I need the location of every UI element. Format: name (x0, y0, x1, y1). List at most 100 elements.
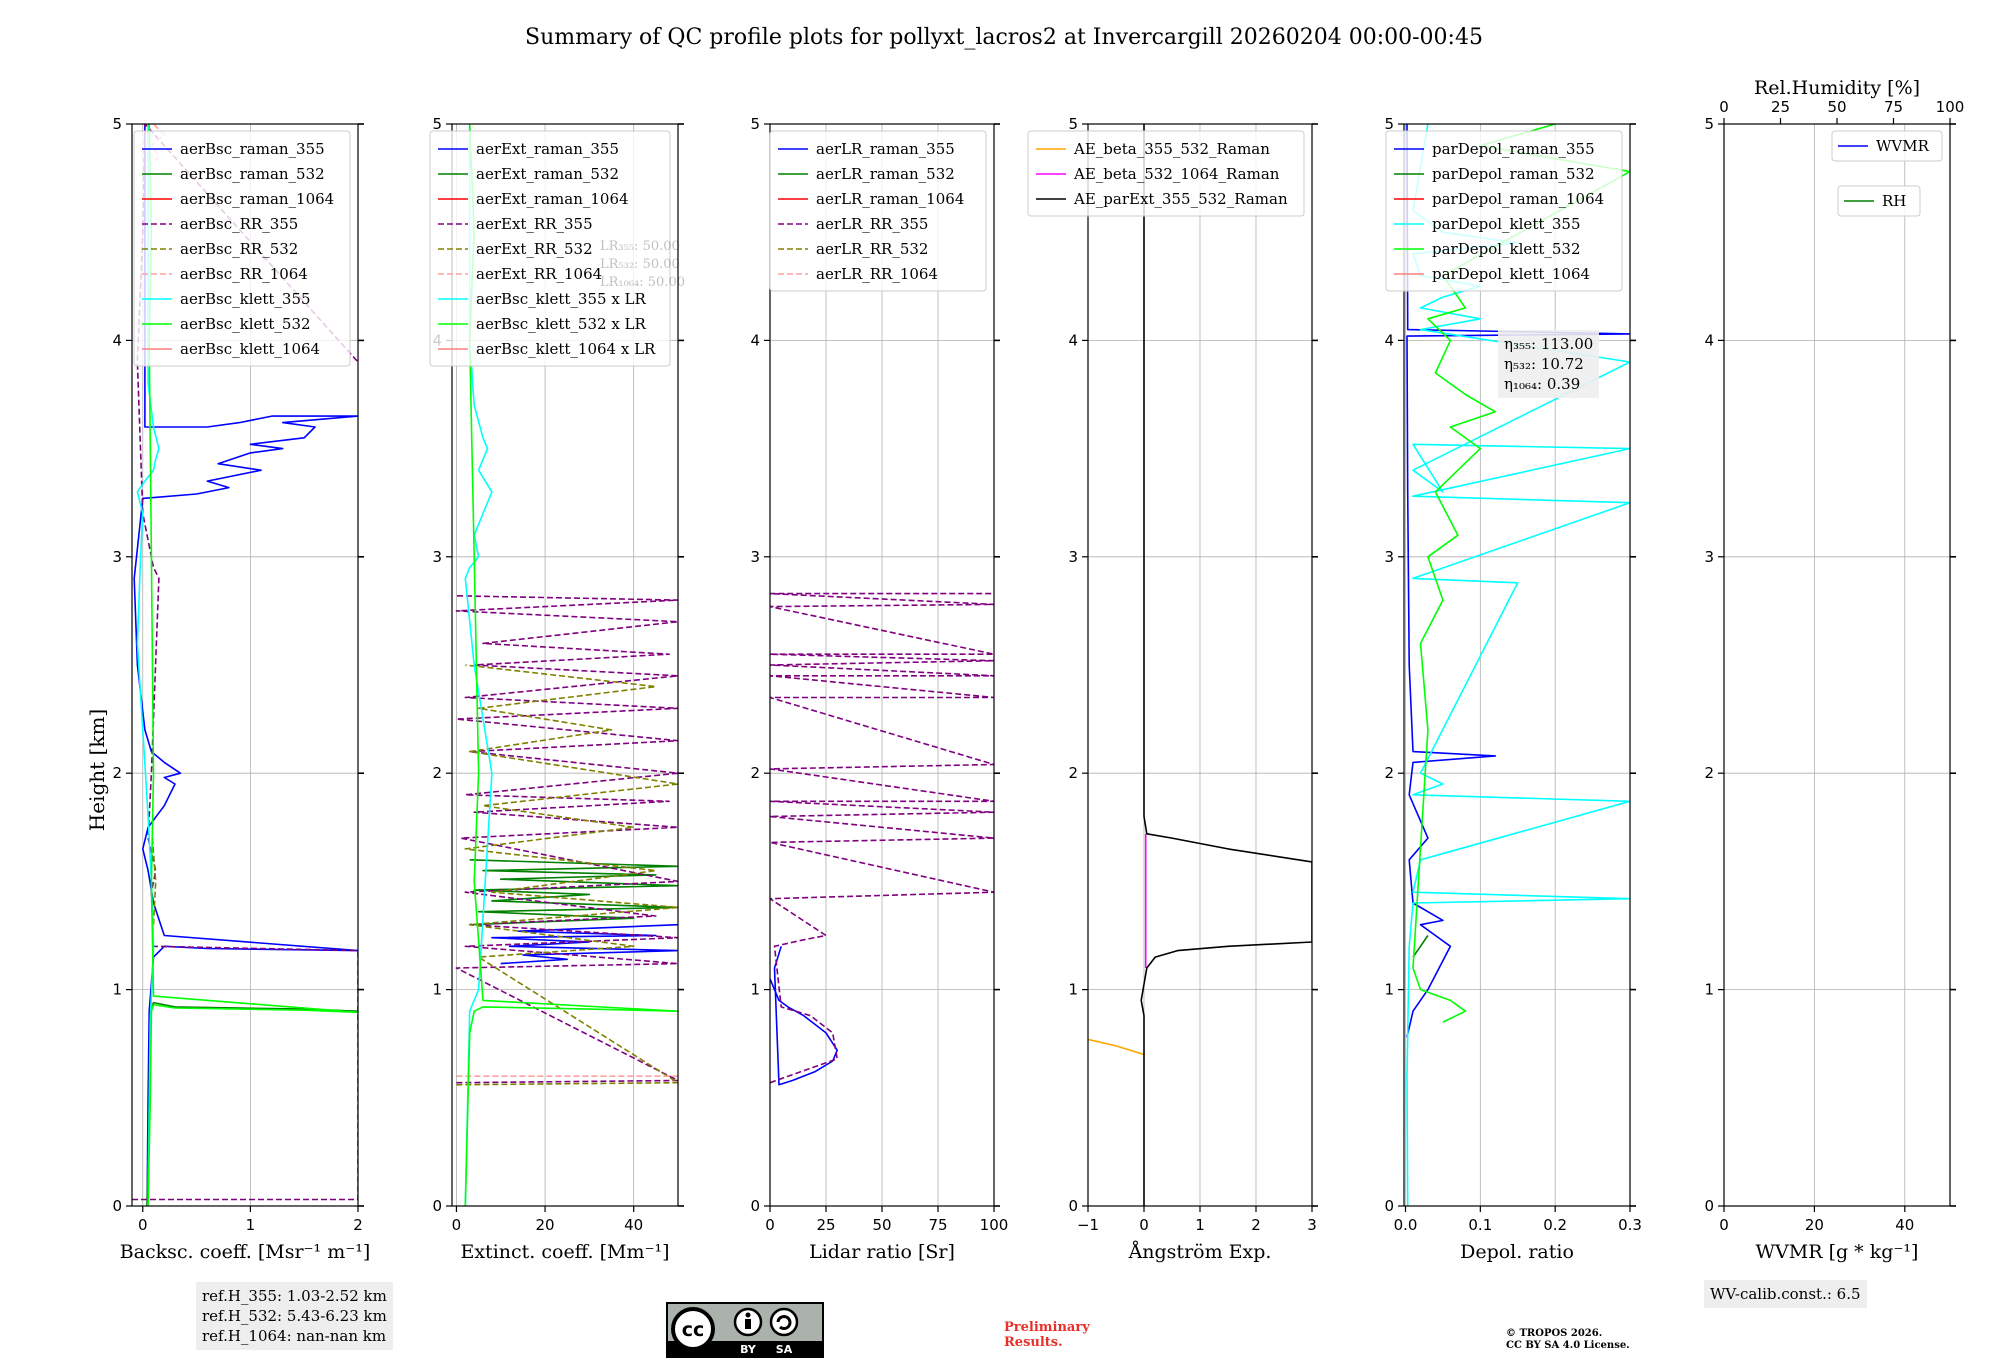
legend-label: parDepol_klett_1064 (1432, 265, 1590, 283)
y-tick-label: 1 (1704, 981, 1714, 999)
y-tick-label: 1 (750, 981, 760, 999)
cc-icon (671, 1307, 715, 1351)
y-tick-label: 3 (1068, 548, 1078, 566)
x-axis-label: Lidar ratio [Sr] (809, 1241, 955, 1263)
lr-annotation: LR₁₀₆₄: 50.00 (600, 275, 685, 290)
x-tick-label: 0 (138, 1216, 148, 1234)
legend-label: aerBsc_RR_532 (180, 240, 298, 258)
x-tick-label: 1 (246, 1216, 256, 1234)
x-tick-label: 0.1 (1468, 1216, 1492, 1234)
y-tick-label: 5 (1704, 115, 1714, 133)
x-tick-label: 20 (536, 1216, 555, 1234)
legend-box (429, 130, 671, 367)
x-tick-label: 40 (624, 1216, 643, 1234)
preliminary-line-1: Preliminary (1004, 1320, 1090, 1335)
series-aerExt_RR_532 (456, 664, 678, 1086)
legend-label: aerExt_RR_355 (476, 215, 593, 233)
series-aerBsc_klett_532 (147, 124, 358, 1206)
series-AE_parExt_355_532_Raman (1140, 124, 1312, 1206)
y-tick-label: 3 (1384, 548, 1394, 566)
y-tick-label: 4 (1704, 331, 1714, 349)
ref-height-355: ref.H_355: 1.03-2.52 km (202, 1287, 387, 1305)
axes-frame (1403, 123, 1631, 1207)
y-tick-label: 1 (432, 981, 442, 999)
copyright-line-2: CC BY SA 4.0 License. (1506, 1340, 1630, 1351)
sa-icon (769, 1307, 799, 1337)
x-tick-label: 0 (452, 1216, 462, 1234)
y-tick-label: 2 (1068, 764, 1078, 782)
top-x-tick-label: 25 (1771, 98, 1790, 116)
x-axis-label: Depol. ratio (1460, 1241, 1574, 1263)
copyright-line-1: © TROPOS 2026. (1506, 1328, 1603, 1339)
legend-box (1027, 130, 1305, 217)
copyright-note: © TROPOS 2026. CC BY SA 4.0 License. (1506, 1328, 1630, 1352)
y-tick-label: 1 (1068, 981, 1078, 999)
legend-label: parDepol_raman_1064 (1432, 190, 1604, 208)
preliminary-line-2: Results. (1004, 1335, 1063, 1350)
legend-label: aerBsc_RR_1064 (180, 265, 308, 283)
legend-label: aerBsc_klett_1064 x LR (476, 340, 656, 358)
legend-label: aerExt_RR_1064 (476, 265, 602, 283)
legend-label: aerLR_RR_355 (816, 215, 928, 233)
panel-ext: 02040012345Extinct. coeff. [Mm⁻¹]aerExt_… (429, 115, 685, 1263)
sa-label: SA (776, 1343, 793, 1356)
preliminary-results-note: Preliminary Results. (1004, 1320, 1090, 1350)
series-parDepol_raman_355 (1406, 124, 1630, 1038)
y-tick-label: 1 (1384, 981, 1394, 999)
top-x-tick-label: 50 (1827, 98, 1846, 116)
legend-box (1385, 130, 1623, 292)
x-tick-label: 0 (765, 1216, 775, 1234)
legend-box (769, 130, 987, 292)
legend-label: AE_beta_355_532_Raman (1073, 140, 1270, 158)
legend-label: parDepol_raman_532 (1432, 165, 1595, 183)
y-tick-label: 0 (750, 1197, 760, 1215)
x-tick-label: 40 (1895, 1216, 1914, 1234)
x-tick-label: 75 (928, 1216, 947, 1234)
series-parDepol_klett_532 (1412, 124, 1630, 1023)
series-parDepol_raman_532 (1412, 935, 1429, 958)
legend-label: aerLR_RR_1064 (816, 265, 938, 283)
figure-title: Summary of QC profile plots for pollyxt_… (525, 25, 1483, 50)
legend-label: AE_parExt_355_532_Raman (1073, 190, 1288, 208)
axes-frame (451, 123, 679, 1207)
legend-label: aerBsc_raman_532 (180, 165, 325, 183)
y-tick-label: 0 (1704, 1197, 1714, 1215)
wv-calib-box: WV-calib.const.: 6.5 (1704, 1280, 1867, 1308)
x-tick-label: 0 (1139, 1216, 1149, 1234)
x-tick-label: 20 (1805, 1216, 1824, 1234)
y-tick-label: 0 (1384, 1197, 1394, 1215)
x-axis-label: Ångström Exp. (1128, 1241, 1272, 1263)
y-tick-label: 3 (432, 548, 442, 566)
series-aerExt_raman_355 (491, 923, 678, 965)
x-tick-label: −1 (1077, 1216, 1099, 1234)
legend-label: aerExt_raman_1064 (476, 190, 629, 208)
legend-label: parDepol_klett_532 (1432, 240, 1581, 258)
legend-label: aerExt_RR_532 (476, 240, 593, 258)
x-tick-label: 2 (1251, 1216, 1261, 1234)
x-tick-label: 25 (816, 1216, 835, 1234)
series-aerExt_RR_355 (455, 595, 678, 1084)
eta-355: η₃₅₅: 113.00 (1504, 335, 1594, 353)
eta-box: η₃₅₅: 113.00 η₅₃₂: 10.72 η₁₀₆₄: 0.39 (1498, 330, 1600, 398)
series-group (1088, 124, 1312, 1206)
top-x-tick-label: 75 (1884, 98, 1903, 116)
y-tick-label: 1 (112, 981, 122, 999)
y-tick-label: 2 (112, 764, 122, 782)
legend-label: aerLR_raman_532 (816, 165, 955, 183)
y-tick-label: 2 (750, 764, 760, 782)
x-tick-label: 100 (980, 1216, 1009, 1234)
legend-label: aerBsc_klett_355 x LR (476, 290, 647, 308)
legend-label: parDepol_klett_355 (1432, 215, 1581, 233)
x-axis-label: Backsc. coeff. [Msr⁻¹ m⁻¹] (120, 1241, 371, 1263)
series-aerLR_RR_355 (770, 592, 994, 1084)
y-tick-label: 5 (1068, 115, 1078, 133)
series-aerBsc_RR_532 (151, 838, 157, 925)
y-tick-label: 4 (750, 331, 760, 349)
legend-label: aerBsc_raman_355 (180, 140, 325, 158)
y-tick-label: 5 (1384, 115, 1394, 133)
x-axis-label: Extinct. coeff. [Mm⁻¹] (460, 1241, 669, 1263)
y-tick-label: 3 (112, 548, 122, 566)
y-tick-label: 3 (750, 548, 760, 566)
